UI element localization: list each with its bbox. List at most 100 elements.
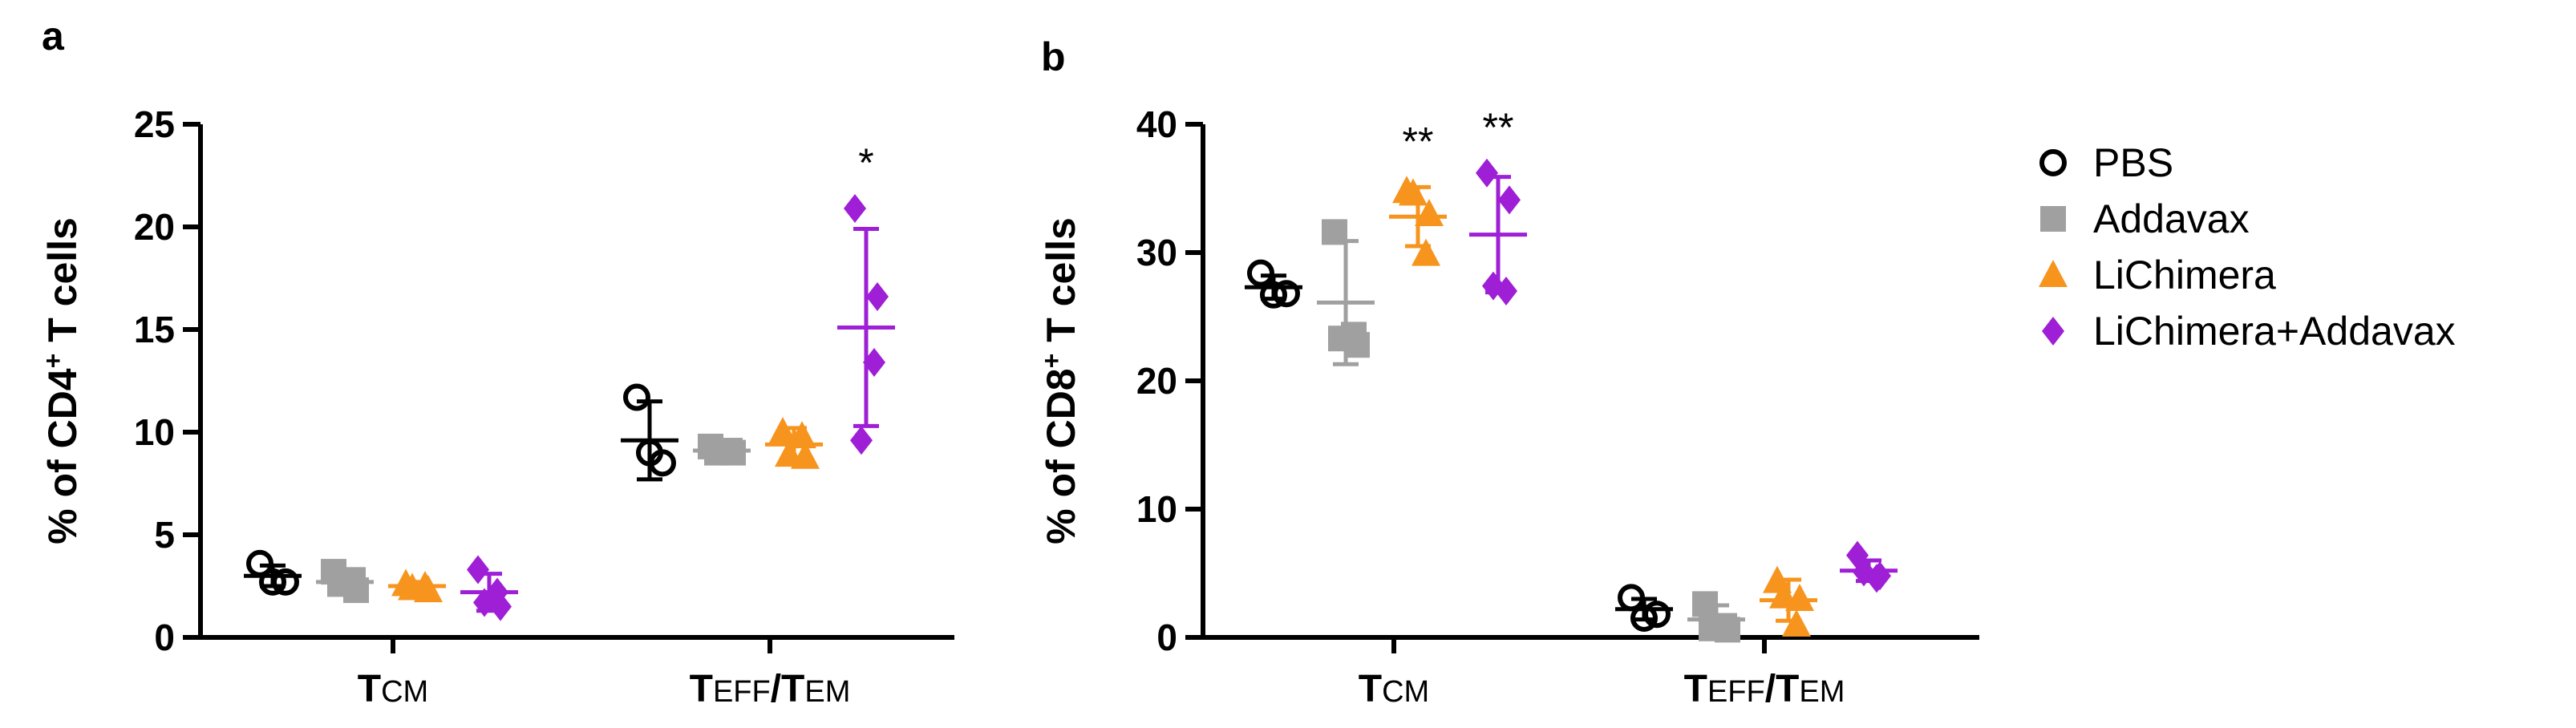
legend-item: LiChimera bbox=[2039, 253, 2276, 297]
data-point bbox=[1415, 199, 1444, 226]
y-tick-label: 40 bbox=[1136, 103, 1177, 145]
x-category-label: TCM bbox=[1359, 668, 1429, 710]
data-point bbox=[863, 347, 885, 377]
x-category-subscript-2: EM bbox=[804, 675, 850, 709]
y-axis-title: % of CD8+ T cells bbox=[1037, 217, 1083, 544]
series-pbs bbox=[1245, 259, 1673, 632]
x-category-label: TEFF/TEM bbox=[1684, 668, 1845, 710]
data-point bbox=[1273, 280, 1300, 308]
data-point bbox=[467, 555, 489, 584]
x-category-main: T bbox=[1684, 668, 1707, 710]
data-point bbox=[1260, 281, 1287, 309]
legend-label: PBS bbox=[2093, 140, 2173, 185]
significance-label: * bbox=[858, 140, 873, 185]
data-point bbox=[623, 383, 650, 411]
legend-item: LiChimera+Addavax bbox=[2042, 309, 2456, 354]
y-axis-title-prefix: % of CD4 bbox=[40, 368, 85, 544]
data-point bbox=[1328, 326, 1354, 352]
significance-label: ** bbox=[1483, 105, 1514, 150]
x-category-main-2: /T bbox=[1765, 668, 1800, 710]
x-category-subscript: EFF bbox=[713, 675, 771, 709]
data-point bbox=[246, 549, 273, 577]
data-point bbox=[272, 568, 299, 596]
data-point bbox=[327, 571, 353, 597]
y-tick-label: 15 bbox=[134, 309, 175, 350]
y-tick-label: 0 bbox=[1156, 617, 1177, 658]
panel-label: a bbox=[42, 14, 65, 59]
data-point bbox=[768, 417, 797, 444]
data-point bbox=[398, 572, 427, 601]
series-addavax bbox=[1317, 219, 1745, 643]
y-axis-title-suffix: T cells bbox=[1039, 217, 1083, 354]
legend-item: Addavax bbox=[2040, 196, 2250, 241]
x-category-main: T bbox=[1359, 668, 1382, 710]
x-category-subscript: EFF bbox=[1707, 675, 1765, 709]
legend: PBS Addavax LiChimera LiChimera+Addavax bbox=[2039, 140, 2456, 354]
significance-label: ** bbox=[1403, 119, 1434, 164]
data-point bbox=[704, 439, 730, 466]
legend-item: PBS bbox=[2039, 140, 2173, 185]
series-lichimera-addavax: ** bbox=[1469, 105, 1898, 593]
x-category-label: TEFF/TEM bbox=[690, 668, 851, 710]
legend-marker bbox=[2042, 317, 2064, 346]
data-point bbox=[1782, 609, 1811, 637]
y-tick-label: 10 bbox=[134, 411, 175, 453]
data-point bbox=[1769, 580, 1798, 609]
data-point bbox=[1476, 158, 1498, 188]
data-point bbox=[1699, 615, 1724, 641]
panel-label: b bbox=[1041, 34, 1066, 79]
data-point bbox=[1399, 178, 1428, 206]
legend-marker bbox=[2040, 206, 2066, 232]
data-point bbox=[649, 449, 676, 477]
legend-label: LiChimera bbox=[2093, 253, 2276, 297]
data-point bbox=[775, 439, 804, 467]
series-lichimera bbox=[388, 417, 823, 603]
y-axis-title-suffix: T cells bbox=[40, 217, 85, 354]
y-axis-title-superscript: + bbox=[38, 354, 67, 369]
legend-label: Addavax bbox=[2093, 196, 2250, 241]
y-tick-label: 0 bbox=[154, 617, 175, 658]
x-category-subscript: CM bbox=[1382, 675, 1429, 709]
x-category-main: T bbox=[690, 668, 713, 710]
x-category-subscript: CM bbox=[381, 675, 428, 709]
data-point bbox=[850, 426, 873, 455]
y-tick-label: 30 bbox=[1136, 232, 1177, 273]
data-point bbox=[1247, 259, 1274, 287]
y-tick-label: 10 bbox=[1136, 488, 1177, 530]
x-category-main-2: /T bbox=[771, 668, 805, 710]
legend-marker bbox=[2039, 260, 2068, 287]
data-point bbox=[1498, 185, 1521, 215]
series-addavax bbox=[316, 433, 751, 604]
data-point bbox=[259, 568, 286, 596]
legend-label: LiChimera+Addavax bbox=[2093, 309, 2456, 354]
data-point bbox=[1853, 557, 1875, 587]
data-point bbox=[1322, 219, 1347, 245]
y-tick-label: 25 bbox=[134, 103, 175, 145]
data-point bbox=[1482, 271, 1505, 301]
y-tick-label: 20 bbox=[134, 206, 175, 248]
data-point bbox=[866, 282, 889, 312]
data-point bbox=[844, 193, 866, 223]
data-point bbox=[1643, 601, 1671, 629]
x-category-label: TCM bbox=[358, 668, 428, 710]
data-point bbox=[788, 421, 816, 449]
data-point bbox=[473, 588, 496, 617]
y-axis-title-prefix: % of CD8 bbox=[1039, 368, 1083, 544]
y-tick-label: 5 bbox=[154, 514, 175, 556]
data-point bbox=[1630, 605, 1658, 632]
series-lichimera-addavax: * bbox=[460, 140, 895, 621]
data-point bbox=[1692, 591, 1718, 617]
y-tick-label: 20 bbox=[1136, 360, 1177, 402]
series-pbs bbox=[244, 383, 678, 596]
data-point bbox=[1618, 584, 1645, 612]
y-axis-title-superscript: + bbox=[1037, 354, 1066, 369]
legend-marker bbox=[2039, 149, 2067, 176]
y-axis-title: % of CD4+ T cells bbox=[38, 217, 85, 544]
x-category-main: T bbox=[358, 668, 381, 710]
x-category-subscript-2: EM bbox=[1799, 675, 1845, 709]
data-point bbox=[1412, 238, 1440, 266]
series-lichimera: ** bbox=[1389, 119, 1817, 637]
